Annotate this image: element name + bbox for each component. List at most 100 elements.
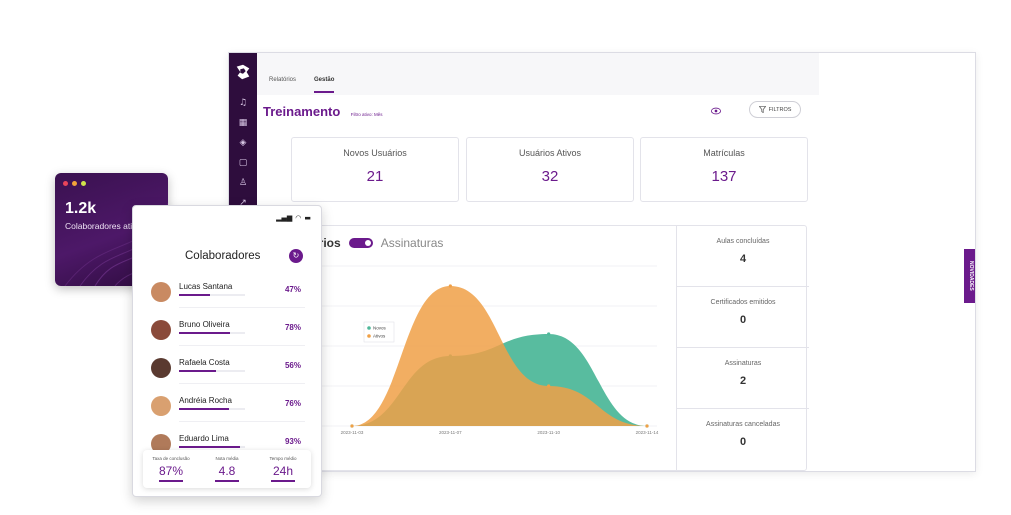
metric-value: 0	[739, 314, 747, 326]
tab-gestao[interactable]: Gestão	[314, 77, 335, 93]
page-header: Treinamento Filtro ativo: Mês	[263, 103, 383, 121]
page-title: Treinamento	[263, 104, 341, 119]
collaborator-percent: 47%	[284, 285, 301, 294]
legend-label[interactable]: Ativos	[373, 334, 386, 339]
x-tick-label: 2023-11-03	[341, 430, 364, 435]
collaborator-percent: 93%	[284, 437, 301, 446]
filter-button-label: FILTROS	[768, 106, 792, 113]
chart-tab-assinaturas[interactable]: Assinaturas	[380, 236, 444, 250]
cube-icon[interactable]: ◈	[239, 138, 247, 148]
x-tick-label: 2023-11-10	[537, 430, 560, 435]
legend-label[interactable]: Novos	[373, 326, 387, 331]
collaborator-name: Eduardo Lima	[179, 434, 229, 443]
area-chart: 2023-11-03 2023-11-07 2023-11-10 2023-11-14…	[322, 265, 659, 435]
progress-fill	[179, 408, 230, 410]
collaborator-name: Rafaela Costa	[179, 358, 230, 367]
green-dot	[81, 181, 86, 186]
progress-fill	[179, 446, 241, 448]
progress-fill	[179, 332, 231, 334]
metric-label: Aulas concluídas	[716, 238, 770, 245]
legend-swatch	[367, 334, 371, 338]
main-tabs: Relatórios Gestão	[269, 77, 335, 93]
collaborator-row[interactable]: Andréia Rocha 76%	[151, 392, 305, 422]
row-divider	[179, 307, 305, 308]
summary-label: Taxa de conclusão	[152, 456, 190, 461]
series-area-ativos	[352, 286, 647, 426]
orange-dot	[72, 181, 77, 186]
avatar	[151, 434, 171, 454]
collaborator-percent: 78%	[284, 323, 301, 332]
metric-aulas-concluidas: Aulas concluídas 4	[677, 226, 809, 287]
metric-label: Assinaturas canceladas	[706, 421, 780, 428]
x-tick-label: 2023-11-07	[439, 430, 462, 435]
data-point[interactable]	[448, 284, 452, 288]
metric-certificados-emitidos: Certificados emitidos 0	[677, 287, 809, 348]
collaborator-name: Lucas Santana	[179, 282, 233, 291]
red-dot	[63, 181, 68, 186]
summary-value: 87%	[158, 464, 184, 478]
summary-value: 24h	[272, 464, 294, 478]
progress-track	[179, 370, 245, 372]
collaborator-row[interactable]: Rafaela Costa 56%	[151, 354, 305, 384]
avatar	[151, 358, 171, 378]
summary-taxa-conclusao: Taxa de conclusão 87%	[143, 450, 199, 488]
summary-value: 4.8	[218, 464, 236, 478]
row-divider	[179, 345, 305, 346]
stat-value: 32	[541, 168, 559, 185]
battery-icon: ▬	[304, 214, 311, 222]
progress-fill	[179, 294, 211, 296]
data-point[interactable]	[645, 424, 649, 428]
progress-track	[179, 294, 245, 296]
grid-icon[interactable]: ▦	[238, 118, 248, 128]
refresh-icon[interactable]: ↻	[289, 249, 303, 263]
status-bar: ▂▄▆ ◠ ▬	[276, 214, 311, 222]
summary-underline	[159, 480, 183, 482]
collaborator-percent: 76%	[284, 399, 301, 408]
summary-underline	[271, 480, 295, 482]
eye-icon[interactable]	[711, 107, 721, 115]
stat-card-usuarios-ativos: Usuários Ativos 32	[466, 137, 634, 202]
avatar	[151, 396, 171, 416]
metric-label: Assinaturas	[724, 360, 762, 367]
trend-icon[interactable]: ↗	[239, 198, 247, 208]
chart-toggle[interactable]	[348, 238, 373, 248]
app-logo-icon[interactable]	[234, 63, 252, 81]
right-pane	[819, 53, 975, 471]
summary-card: Taxa de conclusão 87% Nota média 4.8 Tem…	[143, 450, 311, 488]
metrics-column: Aulas concluídas 4 Certificados emitidos…	[676, 226, 809, 471]
stat-label: Usuários Ativos	[518, 148, 582, 158]
metric-label: Certificados emitidos	[710, 299, 776, 306]
collaborator-row[interactable]: Bruno Oliveira 78%	[151, 316, 305, 346]
metric-value: 4	[739, 253, 747, 265]
collaborator-row[interactable]: Lucas Santana 47%	[151, 278, 305, 308]
stat-value: 21	[366, 168, 384, 185]
filter-button[interactable]: FILTROS	[749, 101, 801, 118]
metric-value: 2	[739, 375, 747, 387]
metric-value: 0	[739, 436, 747, 448]
active-collaborators-label: Colaboradores ativos	[65, 221, 146, 231]
window-dots	[63, 181, 86, 186]
avatar	[151, 282, 171, 302]
legend-swatch	[367, 326, 371, 330]
users-icon[interactable]: ♙	[238, 178, 248, 188]
chart-legend	[363, 321, 395, 343]
data-point[interactable]	[547, 384, 551, 388]
data-point[interactable]	[350, 424, 354, 428]
tab-relatorios[interactable]: Relatórios	[269, 77, 297, 83]
stat-card-novos-usuarios: Novos Usuários 21	[291, 137, 459, 202]
progress-track	[179, 446, 245, 448]
bell-icon[interactable]: ♫	[238, 98, 248, 108]
novidades-tab[interactable]: NOVIDADES	[964, 249, 975, 303]
chart-header: ários Assinaturas	[312, 236, 443, 250]
collaborators-title: Colaboradores	[185, 250, 261, 262]
data-point[interactable]	[547, 332, 551, 336]
stat-value: 137	[711, 168, 737, 185]
stat-card-matriculas: Matrículas 137	[640, 137, 808, 202]
filter-icon	[758, 106, 766, 113]
collaborator-name: Andréia Rocha	[179, 396, 232, 405]
signal-icon: ▂▄▆	[276, 214, 293, 222]
summary-tempo-medio: Tempo médio 24h	[255, 450, 311, 488]
metric-assinaturas: Assinaturas 2	[677, 348, 809, 409]
book-icon[interactable]: ▢	[238, 158, 248, 168]
active-collaborators-value: 1.2k	[65, 200, 97, 217]
